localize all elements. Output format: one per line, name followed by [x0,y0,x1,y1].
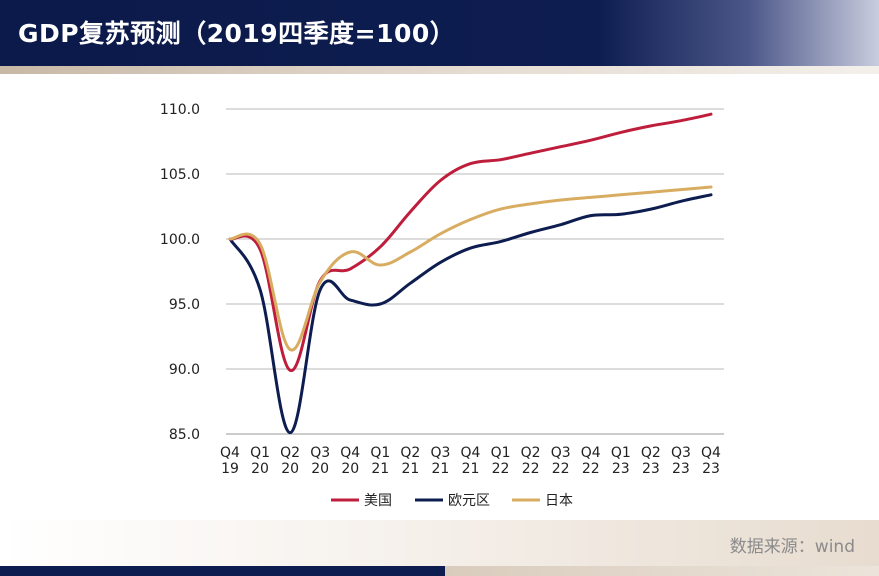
x-tick-label: 21 [432,461,450,477]
x-tick-label: Q2 [280,445,300,461]
x-tick-label: Q4 [461,445,481,461]
x-tick-label: 20 [311,461,329,477]
series-line-2 [228,185,713,352]
y-tick-label: 85.0 [169,427,200,443]
x-tick-label: Q3 [430,445,450,461]
y-tick-label: 95.0 [169,297,200,313]
x-tick-label: Q2 [400,445,420,461]
footer-navy-bar [0,566,445,576]
legend-label-0: 美国 [364,493,392,509]
x-tick-label: Q4 [220,445,240,461]
x-tick-label: Q1 [611,445,631,461]
series-line-0 [228,112,713,372]
x-tick-label: 22 [552,461,570,477]
y-tick-label: 110.0 [160,102,200,118]
x-tick-label: 23 [642,461,660,477]
footer-band [0,520,879,566]
x-tick-label: Q1 [250,445,270,461]
legend-label-2: 日本 [545,493,573,509]
x-tick-label: Q4 [581,445,601,461]
x-tick-label: 19 [221,461,239,477]
x-tick-label: 20 [251,461,269,477]
x-tick-label: 23 [702,461,720,477]
x-tick-label: Q3 [671,445,691,461]
y-tick-label: 105.0 [160,167,200,183]
x-tick-label: 21 [401,461,419,477]
x-tick-label: Q3 [310,445,330,461]
gdp-line-chart: 85.090.095.0100.0105.0110.0Q419Q120Q220Q… [160,102,724,509]
x-tick-label: 22 [492,461,510,477]
x-tick-label: Q4 [340,445,360,461]
x-tick-label: 21 [371,461,389,477]
x-tick-label: Q1 [491,445,511,461]
x-tick-label: Q1 [370,445,390,461]
x-tick-label: Q2 [521,445,541,461]
x-tick-label: 23 [672,461,690,477]
y-tick-label: 90.0 [169,362,200,378]
x-tick-label: 20 [341,461,359,477]
x-tick-label: Q3 [551,445,571,461]
footer-beige-bar [445,566,879,576]
x-tick-label: 21 [462,461,480,477]
header-accent-strip [0,66,879,74]
header-bar: GDP复苏预测（2019四季度=100） [0,0,879,66]
x-tick-label: 20 [281,461,299,477]
x-tick-label: 22 [582,461,600,477]
x-tick-label: 23 [612,461,630,477]
x-tick-label: 22 [522,461,540,477]
series-line-1 [228,193,713,435]
y-tick-label: 100.0 [160,232,200,248]
legend-label-1: 欧元区 [448,493,490,509]
x-tick-label: Q4 [701,445,721,461]
page-title: GDP复苏预测（2019四季度=100） [18,19,456,48]
source-note: 数据来源：wind [729,537,855,557]
x-tick-label: Q2 [641,445,661,461]
